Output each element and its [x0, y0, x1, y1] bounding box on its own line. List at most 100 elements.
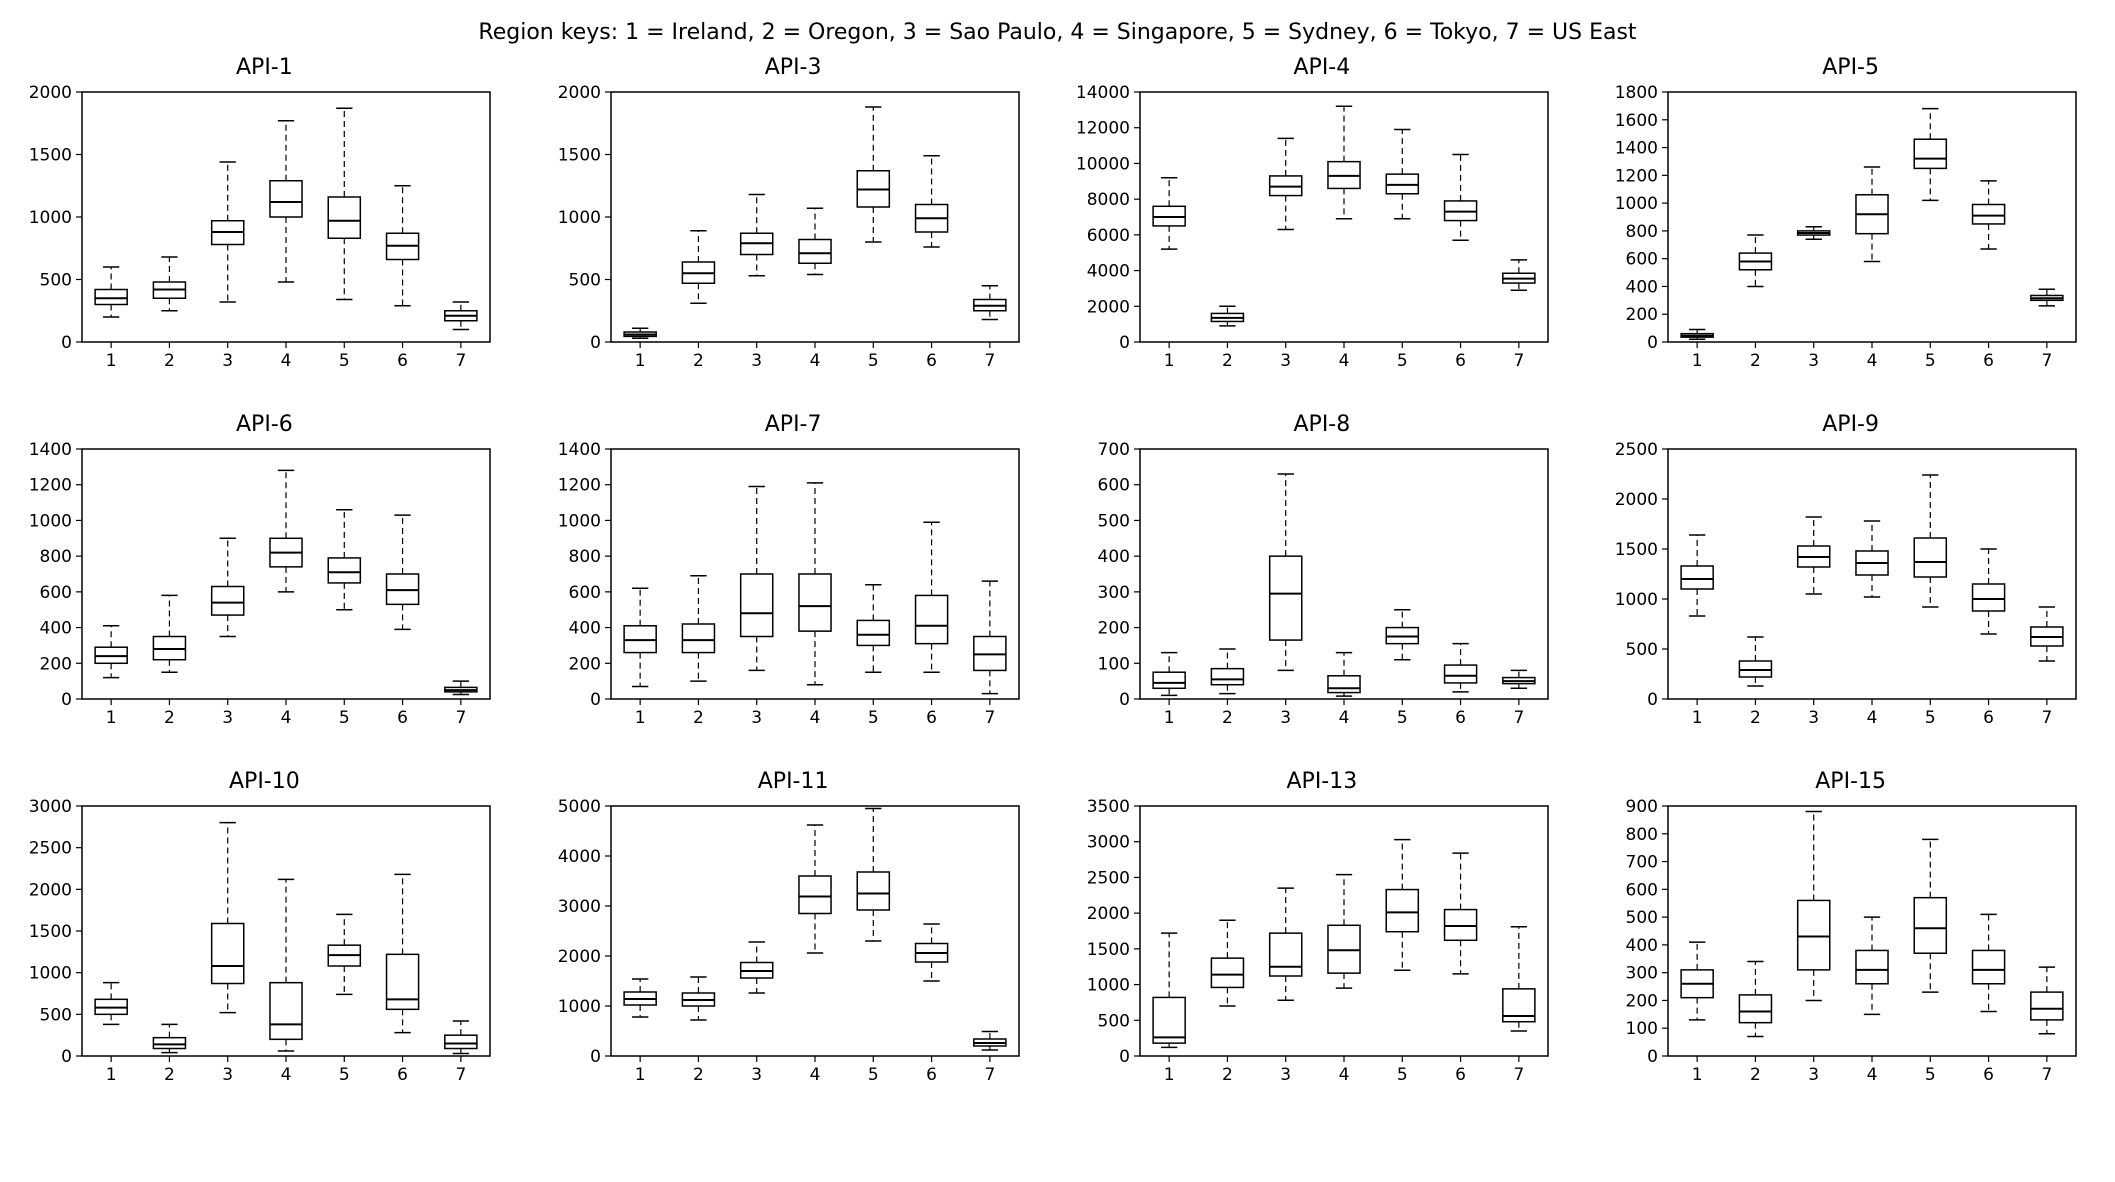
- svg-text:2000: 2000: [557, 83, 600, 103]
- svg-text:2000: 2000: [29, 83, 72, 103]
- svg-text:1000: 1000: [557, 997, 600, 1017]
- svg-text:1000: 1000: [1086, 976, 1129, 996]
- svg-text:2: 2: [164, 1065, 175, 1085]
- svg-text:3: 3: [751, 708, 762, 728]
- svg-text:0: 0: [1647, 1047, 1658, 1067]
- svg-text:6: 6: [397, 351, 408, 371]
- svg-text:5: 5: [339, 708, 350, 728]
- svg-text:200: 200: [1626, 991, 1658, 1011]
- svg-text:1500: 1500: [29, 146, 72, 166]
- svg-text:1000: 1000: [1615, 590, 1658, 610]
- svg-text:200: 200: [1626, 305, 1658, 325]
- svg-text:600: 600: [568, 583, 600, 603]
- panel-title: API-11: [549, 769, 1038, 794]
- svg-text:3500: 3500: [1086, 797, 1129, 817]
- svg-text:700: 700: [1097, 440, 1129, 460]
- svg-text:1400: 1400: [557, 440, 600, 460]
- svg-text:2: 2: [164, 708, 175, 728]
- svg-text:300: 300: [1626, 964, 1658, 984]
- svg-text:5: 5: [1925, 1065, 1936, 1085]
- svg-text:7: 7: [984, 351, 995, 371]
- svg-text:3000: 3000: [1086, 833, 1129, 853]
- svg-text:2500: 2500: [1086, 868, 1129, 888]
- svg-text:6000: 6000: [1086, 226, 1129, 246]
- boxplot-svg: 0500100015002000250030001234567: [20, 796, 500, 1096]
- svg-text:1500: 1500: [557, 146, 600, 166]
- svg-text:7: 7: [984, 1065, 995, 1085]
- svg-text:0: 0: [590, 1047, 601, 1067]
- svg-text:1: 1: [1692, 1065, 1703, 1085]
- svg-text:7: 7: [455, 708, 466, 728]
- panel-api-6: API-602004006008001000120014001234567: [20, 412, 509, 739]
- svg-text:2: 2: [1750, 351, 1761, 371]
- panel-api-3: API-305001000150020001234567: [549, 55, 1038, 382]
- svg-text:1000: 1000: [1615, 194, 1658, 214]
- svg-text:400: 400: [1097, 547, 1129, 567]
- panel-title: API-13: [1078, 769, 1567, 794]
- boxplot-svg: 05001000150020001234567: [549, 82, 1029, 382]
- svg-text:4: 4: [1867, 1065, 1878, 1085]
- svg-text:2500: 2500: [29, 839, 72, 859]
- region-key-caption: Region keys: 1 = Ireland, 2 = Oregon, 3 …: [20, 20, 2095, 45]
- panel-api-4: API-402000400060008000100001200014000123…: [1078, 55, 1567, 382]
- svg-text:7: 7: [455, 1065, 466, 1085]
- svg-text:1: 1: [634, 351, 645, 371]
- panel-title: API-15: [1606, 769, 2095, 794]
- svg-text:6: 6: [1983, 351, 1994, 371]
- panel-api-7: API-702004006008001000120014001234567: [549, 412, 1038, 739]
- svg-text:800: 800: [1626, 825, 1658, 845]
- svg-text:3: 3: [222, 1065, 233, 1085]
- svg-text:4: 4: [281, 351, 292, 371]
- svg-text:3: 3: [1280, 351, 1291, 371]
- svg-text:800: 800: [1626, 222, 1658, 242]
- svg-text:500: 500: [1097, 1011, 1129, 1031]
- svg-text:7: 7: [2042, 1065, 2053, 1085]
- svg-text:2: 2: [1750, 1065, 1761, 1085]
- svg-text:7: 7: [1513, 351, 1524, 371]
- boxplot-svg: 0200400600800100012001400160018001234567: [1606, 82, 2086, 382]
- svg-text:2: 2: [693, 351, 704, 371]
- svg-text:7: 7: [984, 708, 995, 728]
- svg-text:500: 500: [40, 271, 72, 291]
- svg-text:400: 400: [1626, 277, 1658, 297]
- svg-text:6: 6: [1983, 1065, 1994, 1085]
- svg-text:500: 500: [1626, 640, 1658, 660]
- svg-text:200: 200: [40, 654, 72, 674]
- svg-text:1: 1: [1692, 351, 1703, 371]
- boxplot-svg: 05001000150020002500300035001234567: [1078, 796, 1558, 1096]
- svg-text:4000: 4000: [557, 847, 600, 867]
- svg-text:6: 6: [1983, 708, 1994, 728]
- svg-text:5: 5: [1925, 351, 1936, 371]
- svg-text:2000: 2000: [1086, 297, 1129, 317]
- boxplot-svg: 02004006008001000120014001234567: [549, 439, 1029, 739]
- svg-text:2: 2: [1222, 351, 1233, 371]
- svg-text:3: 3: [222, 351, 233, 371]
- boxplot-svg: 050010001500200025001234567: [1606, 439, 2086, 739]
- svg-text:2000: 2000: [1086, 904, 1129, 924]
- panel-title: API-1: [20, 55, 509, 80]
- svg-text:0: 0: [61, 333, 72, 353]
- svg-text:600: 600: [1626, 880, 1658, 900]
- svg-text:4: 4: [809, 351, 820, 371]
- svg-text:4: 4: [1338, 1065, 1349, 1085]
- svg-text:4: 4: [281, 708, 292, 728]
- svg-text:3000: 3000: [29, 797, 72, 817]
- svg-text:1400: 1400: [29, 440, 72, 460]
- svg-text:14000: 14000: [1078, 83, 1130, 103]
- svg-text:300: 300: [1097, 583, 1129, 603]
- panel-title: API-10: [20, 769, 509, 794]
- svg-text:500: 500: [1626, 908, 1658, 928]
- svg-text:2: 2: [693, 1065, 704, 1085]
- svg-text:5: 5: [1925, 708, 1936, 728]
- panel-api-15: API-150100200300400500600700800900123456…: [1606, 769, 2095, 1096]
- panel-title: API-6: [20, 412, 509, 437]
- panel-api-1: API-105001000150020001234567: [20, 55, 509, 382]
- svg-text:0: 0: [1647, 333, 1658, 353]
- panel-title: API-4: [1078, 55, 1567, 80]
- svg-text:2000: 2000: [1615, 490, 1658, 510]
- svg-text:900: 900: [1626, 797, 1658, 817]
- svg-text:2000: 2000: [557, 947, 600, 967]
- svg-text:6: 6: [397, 1065, 408, 1085]
- svg-text:2: 2: [164, 351, 175, 371]
- svg-text:1500: 1500: [29, 922, 72, 942]
